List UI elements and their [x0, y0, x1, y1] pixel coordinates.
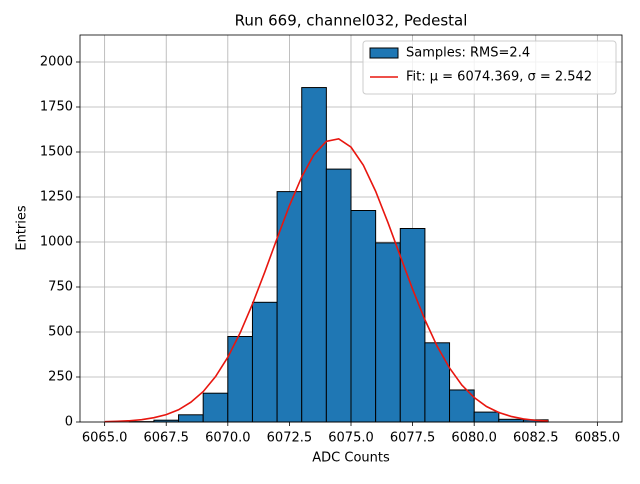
histogram-bar — [277, 192, 302, 422]
histogram-bar — [351, 211, 376, 423]
x-axis-label: ADC Counts — [312, 451, 390, 466]
legend-label: Fit: μ = 6074.369, σ = 2.542 — [406, 70, 592, 85]
y-axis-label: Entries — [15, 205, 30, 251]
histogram-bar — [252, 302, 277, 422]
y-tick-label: 250 — [48, 370, 73, 385]
x-tick-label: 6075.0 — [328, 431, 374, 446]
histogram-bar — [474, 412, 499, 422]
histogram-bar — [203, 393, 228, 422]
x-tick-label: 6070.0 — [205, 431, 251, 446]
x-tick-label: 6085.0 — [575, 431, 621, 446]
x-tick-label: 6065.0 — [82, 431, 128, 446]
x-tick-label: 6067.5 — [143, 431, 189, 446]
x-tick-label: 6080.0 — [451, 431, 497, 446]
x-tick-label: 6072.5 — [267, 431, 313, 446]
x-tick-label: 6082.5 — [513, 431, 559, 446]
y-tick-label: 0 — [65, 415, 73, 430]
histogram-bar — [376, 243, 401, 422]
histogram-bar — [179, 415, 204, 422]
chart-title: Run 669, channel032, Pedestal — [235, 12, 468, 30]
histogram-bar — [499, 419, 524, 422]
y-tick-label: 1000 — [40, 235, 73, 250]
histogram-bar — [302, 88, 327, 422]
histogram-bar — [425, 343, 450, 422]
histogram-bar — [400, 229, 425, 423]
legend-label: Samples: RMS=2.4 — [406, 46, 530, 61]
y-tick-label: 750 — [48, 280, 73, 295]
y-tick-label: 1750 — [40, 100, 73, 115]
y-tick-label: 1500 — [40, 145, 73, 160]
y-tick-label: 2000 — [40, 55, 73, 70]
y-tick-label: 500 — [48, 325, 73, 340]
histogram-bar — [326, 169, 351, 422]
x-tick-label: 6077.5 — [390, 431, 436, 446]
legend-swatch — [370, 48, 398, 58]
y-tick-label: 1250 — [40, 190, 73, 205]
